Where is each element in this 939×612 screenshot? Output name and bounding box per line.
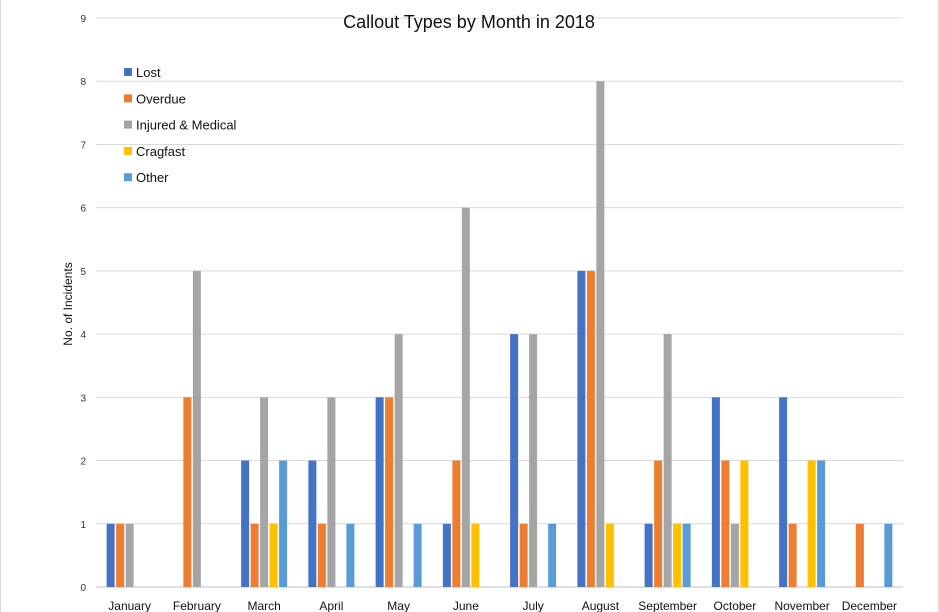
bars bbox=[106, 81, 893, 587]
bar-cragfast-september bbox=[673, 523, 682, 587]
x-tick-label: August bbox=[582, 599, 620, 612]
bar-injured-medical-february bbox=[192, 270, 201, 587]
bar-overdue-august bbox=[586, 270, 595, 587]
legend-label: Overdue bbox=[136, 91, 186, 106]
bar-overdue-may bbox=[385, 397, 394, 587]
y-tick-label: 4 bbox=[80, 330, 86, 341]
y-tick-labels: 0 1 2 3 4 5 6 7 8 9 bbox=[80, 14, 86, 594]
bar-lost-july bbox=[510, 334, 519, 587]
bar-injured-medical-june bbox=[461, 207, 470, 587]
legend-item: Other bbox=[124, 170, 169, 185]
legend-swatch bbox=[124, 146, 132, 155]
y-tick-label: 1 bbox=[80, 520, 86, 531]
bar-other-november bbox=[817, 460, 826, 587]
x-tick-label: November bbox=[774, 599, 829, 612]
legend-label: Injured & Medical bbox=[136, 118, 237, 133]
y-tick-label: 9 bbox=[80, 14, 86, 25]
x-tick-label: October bbox=[714, 599, 757, 612]
y-tick-label: 2 bbox=[80, 457, 86, 468]
bar-overdue-october bbox=[721, 460, 730, 587]
bar-cragfast-november bbox=[807, 460, 816, 587]
x-tick-label: September bbox=[638, 599, 697, 612]
legend-label: Lost bbox=[136, 65, 161, 80]
bar-cragfast-october bbox=[740, 460, 749, 587]
bar-lost-november bbox=[779, 397, 788, 587]
x-tick-label: June bbox=[453, 599, 479, 612]
x-tick-label: July bbox=[522, 599, 543, 612]
bar-lost-september bbox=[644, 523, 653, 587]
legend: Lost Overdue Injured & Medical Cragfast Othe… bbox=[124, 65, 237, 185]
x-tick-labels: January February March April May June July Augu… bbox=[108, 599, 897, 612]
legend-swatch bbox=[124, 68, 132, 76]
bar-lost-april bbox=[308, 460, 317, 587]
bar-overdue-march bbox=[250, 523, 259, 587]
legend-item: Injured & Medical bbox=[124, 118, 237, 133]
x-tick-label: April bbox=[319, 599, 343, 612]
bar-overdue-september bbox=[654, 460, 663, 587]
bar-injured-medical-october bbox=[730, 523, 739, 587]
x-tick-label: December bbox=[842, 599, 897, 612]
y-tick-label: 8 bbox=[80, 77, 86, 88]
bar-lost-august bbox=[577, 270, 586, 587]
y-tick-label: 6 bbox=[80, 204, 86, 215]
legend-item: Overdue bbox=[124, 91, 186, 106]
bar-overdue-december bbox=[855, 523, 864, 587]
bar-overdue-june bbox=[452, 460, 461, 587]
bar-cragfast-august bbox=[605, 523, 614, 587]
bar-other-july bbox=[548, 523, 557, 587]
x-tick-label: May bbox=[387, 599, 410, 612]
x-tick-label: February bbox=[173, 599, 221, 612]
bar-overdue-january bbox=[116, 523, 125, 587]
bar-injured-medical-september bbox=[663, 334, 672, 587]
y-tick-label: 5 bbox=[80, 267, 86, 278]
x-tick-label: March bbox=[247, 599, 280, 612]
y-axis-title: No. of Incidents bbox=[61, 262, 75, 345]
gridlines bbox=[96, 17, 903, 588]
chart-title: Callout Types by Month in 2018 bbox=[343, 12, 595, 32]
bar-injured-medical-march bbox=[260, 397, 269, 587]
bar-lost-june bbox=[442, 523, 451, 587]
legend-item: Lost bbox=[124, 65, 161, 80]
bar-lost-may bbox=[375, 397, 384, 587]
bar-overdue-february bbox=[183, 397, 192, 587]
legend-label: Other bbox=[136, 170, 169, 185]
y-tick-label: 7 bbox=[80, 140, 86, 151]
bar-other-april bbox=[346, 523, 355, 587]
bar-lost-october bbox=[711, 397, 720, 587]
bar-lost-january bbox=[106, 523, 115, 587]
y-tick-label: 3 bbox=[80, 393, 86, 404]
bar-other-december bbox=[884, 523, 893, 587]
bar-overdue-april bbox=[317, 523, 326, 587]
bar-other-march bbox=[279, 460, 288, 587]
bar-injured-medical-january bbox=[125, 523, 134, 587]
bar-injured-medical-may bbox=[394, 334, 403, 587]
legend-swatch bbox=[124, 94, 132, 103]
bar-lost-march bbox=[241, 460, 250, 587]
x-tick-label: January bbox=[108, 599, 151, 612]
bar-injured-medical-april bbox=[327, 397, 336, 587]
bar-overdue-november bbox=[788, 523, 797, 587]
bar-other-september bbox=[682, 523, 691, 587]
y-tick-label: 0 bbox=[80, 583, 86, 594]
bar-overdue-july bbox=[519, 523, 528, 587]
bar-other-may bbox=[413, 523, 422, 587]
legend-item: Cragfast bbox=[124, 144, 186, 159]
legend-label: Cragfast bbox=[136, 144, 186, 159]
bar-cragfast-june bbox=[471, 523, 480, 587]
bar-cragfast-march bbox=[269, 523, 278, 587]
bar-injured-medical-july bbox=[529, 334, 538, 587]
legend-swatch bbox=[124, 173, 132, 182]
legend-swatch bbox=[124, 120, 132, 129]
bar-injured-medical-august bbox=[596, 81, 605, 587]
